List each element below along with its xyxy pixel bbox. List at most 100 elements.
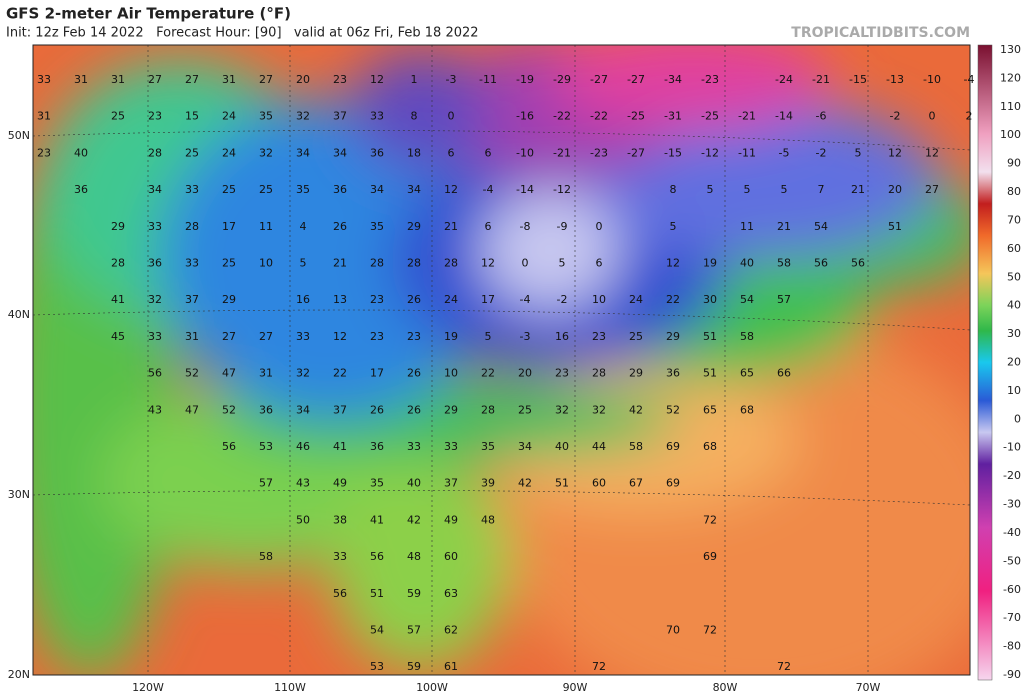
- temperature-value: 8: [411, 110, 418, 123]
- temperature-value: -22: [553, 110, 571, 123]
- colorbar-label: -80: [1003, 640, 1021, 653]
- temperature-value: 8: [670, 183, 677, 196]
- colorbar-label: -40: [1003, 526, 1021, 539]
- temperature-value: 54: [740, 293, 754, 306]
- temperature-value: 25: [259, 183, 273, 196]
- temperature-value: 33: [407, 440, 421, 453]
- temperature-value: 5: [744, 183, 751, 196]
- temperature-value: -21: [738, 110, 756, 123]
- temperature-value: 58: [629, 440, 643, 453]
- temperature-value: 31: [37, 110, 51, 123]
- temperature-value: 22: [666, 293, 680, 306]
- temperature-value: 34: [333, 146, 347, 159]
- temperature-value: -25: [701, 110, 719, 123]
- longitude-label: 120W: [132, 681, 164, 694]
- temperature-value: 30: [703, 293, 717, 306]
- temperature-value: 51: [703, 367, 717, 380]
- temperature-value: 29: [629, 367, 643, 380]
- temperature-value: -11: [738, 146, 756, 159]
- temperature-value: 34: [518, 440, 532, 453]
- temperature-value: 56: [148, 367, 162, 380]
- colorbar-label: 50: [1007, 270, 1021, 283]
- temperature-value: 1: [411, 73, 418, 86]
- temperature-value: 58: [259, 550, 273, 563]
- temperature-value: 72: [592, 660, 606, 673]
- temperature-value: 5: [670, 220, 677, 233]
- temperature-value: 27: [259, 73, 273, 86]
- temperature-value: 54: [370, 624, 384, 637]
- subtitle: Init: 12z Feb 14 2022 Forecast Hour: [90…: [6, 26, 479, 41]
- temperature-value: 42: [629, 403, 643, 416]
- temperature-value: 57: [407, 624, 421, 637]
- longitude-label: 110W: [274, 681, 306, 694]
- colorbar-label: 30: [1007, 327, 1021, 340]
- temperature-value: 24: [222, 110, 236, 123]
- temperature-value: 5: [559, 257, 566, 270]
- temperature-value: 5: [855, 146, 862, 159]
- colorbar-label: 130: [1000, 43, 1021, 56]
- temperature-value: 53: [370, 660, 384, 673]
- temperature-field: [33, 45, 970, 675]
- temperature-value: 28: [370, 257, 384, 270]
- latitude-label: 20N: [8, 668, 30, 681]
- temperature-value: 4: [300, 220, 307, 233]
- temperature-value: 72: [703, 513, 717, 526]
- temperature-value: 43: [148, 403, 162, 416]
- temperature-value: 28: [148, 146, 162, 159]
- temperature-value: -10: [923, 73, 941, 86]
- colorbar-label: 20: [1007, 356, 1021, 369]
- longitude-label: 70W: [856, 681, 881, 694]
- temperature-value: 69: [666, 477, 680, 490]
- temperature-value: 12: [888, 146, 902, 159]
- temperature-value: 69: [666, 440, 680, 453]
- temperature-value: 27: [148, 73, 162, 86]
- temperature-value: 42: [518, 477, 532, 490]
- temperature-value: 41: [370, 513, 384, 526]
- temperature-value: 33: [370, 110, 384, 123]
- temperature-value: 51: [555, 477, 569, 490]
- temperature-value: 31: [74, 73, 88, 86]
- temperature-value: 68: [703, 440, 717, 453]
- temperature-value: -8: [520, 220, 531, 233]
- longitude-label: 100W: [416, 681, 448, 694]
- temperature-value: 32: [592, 403, 606, 416]
- temperature-value: 29: [666, 330, 680, 343]
- temperature-value: 11: [740, 220, 754, 233]
- temperature-value: 35: [296, 183, 310, 196]
- temperature-value: -12: [553, 183, 571, 196]
- temperature-value: -21: [812, 73, 830, 86]
- temperature-value: 37: [185, 293, 199, 306]
- temperature-value: 26: [407, 293, 421, 306]
- temperature-value: -3: [446, 73, 457, 86]
- temperature-value: 2: [966, 110, 973, 123]
- temperature-value: 20: [518, 367, 532, 380]
- temperature-value: -27: [627, 73, 645, 86]
- temperature-value: -27: [627, 146, 645, 159]
- temperature-value: 34: [407, 183, 421, 196]
- temperature-value: 35: [370, 220, 384, 233]
- temperature-value: 12: [666, 257, 680, 270]
- temperature-value: 31: [185, 330, 199, 343]
- temperature-value: 51: [703, 330, 717, 343]
- temperature-value: 35: [370, 477, 384, 490]
- temperature-value: 47: [185, 403, 199, 416]
- temperature-value: 0: [448, 110, 455, 123]
- temperature-value: 23: [555, 367, 569, 380]
- temperature-value: 34: [296, 403, 310, 416]
- temperature-value: 23: [333, 73, 347, 86]
- temperature-value: -22: [590, 110, 608, 123]
- temperature-value: -19: [516, 73, 534, 86]
- temperature-value: 25: [185, 146, 199, 159]
- colorbar-label: 110: [1000, 100, 1021, 113]
- site-name: TROPICALTIDBITS.COM: [791, 25, 970, 41]
- temperature-value: 23: [592, 330, 606, 343]
- temperature-value: -2: [557, 293, 568, 306]
- temperature-value: 24: [222, 146, 236, 159]
- temperature-value: 21: [333, 257, 347, 270]
- temperature-value: 12: [925, 146, 939, 159]
- temperature-value: 56: [814, 257, 828, 270]
- temperature-value: 26: [407, 367, 421, 380]
- temperature-value: 33: [296, 330, 310, 343]
- temperature-value: 56: [333, 587, 347, 600]
